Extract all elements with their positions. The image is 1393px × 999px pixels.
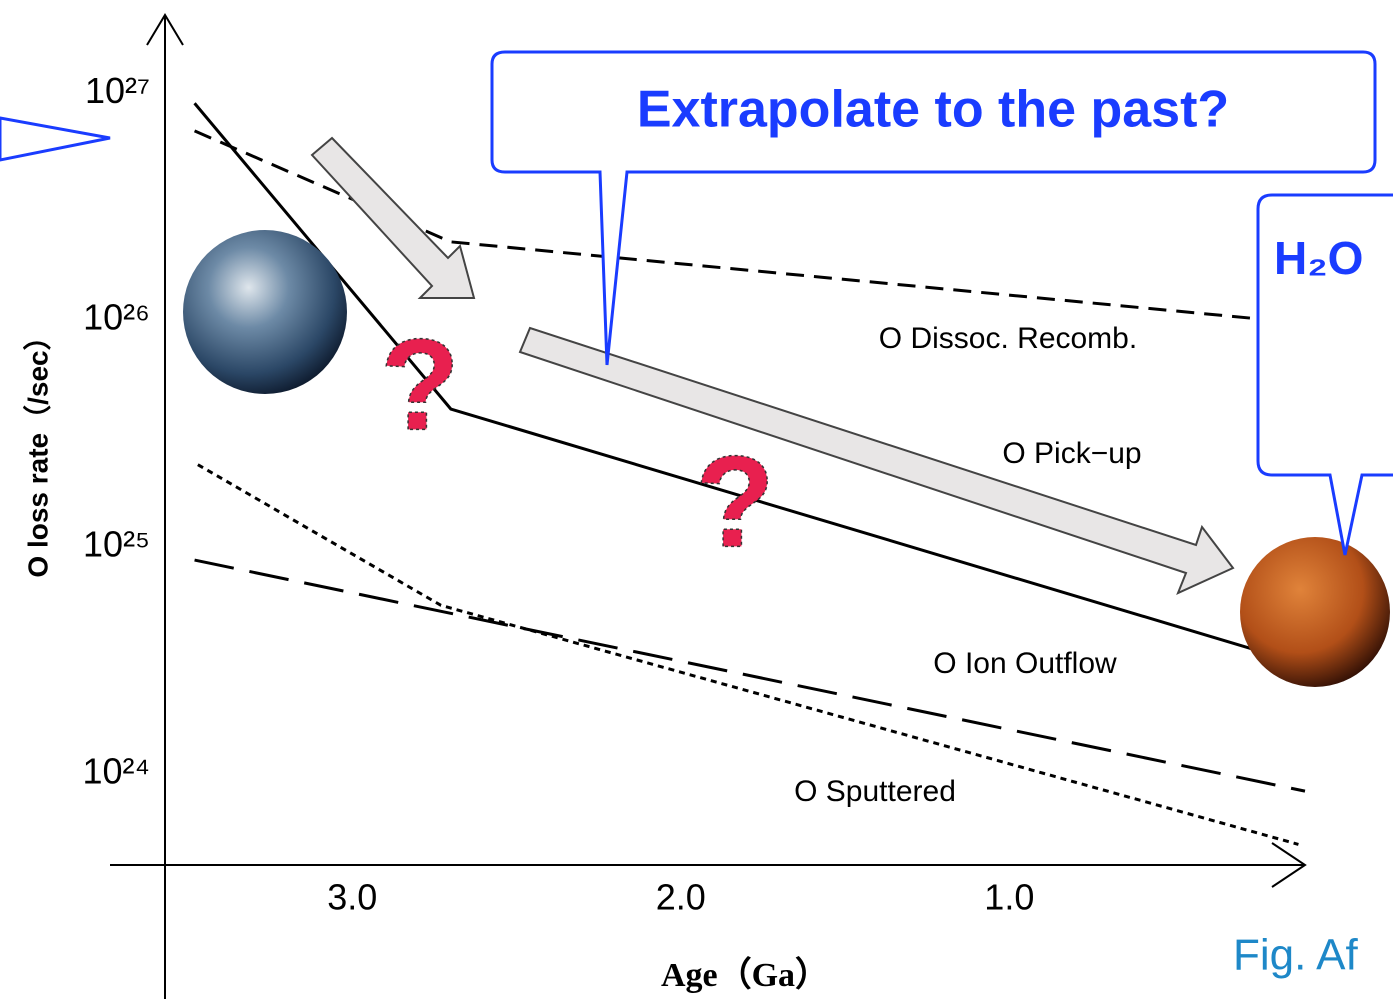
callout-text: Extrapolate to the past? [637, 81, 1229, 139]
question-mark: ? [380, 311, 459, 457]
series-line [195, 560, 1305, 791]
x-axis-label: Age（Ga） [661, 955, 829, 994]
series-label: O Sputtered [794, 775, 956, 808]
y-tick-label: 10²⁶ [83, 297, 150, 338]
x-tick-label: 3.0 [327, 877, 377, 918]
x-tick-label: 2.0 [656, 877, 706, 918]
earth-image [183, 230, 347, 394]
page: {"chart_data":{"type":"line","log_y":tru… [0, 0, 1393, 999]
series-label: O Dissoc. Recomb. [879, 322, 1137, 355]
series-label: O Ion Outflow [933, 647, 1117, 680]
question-mark: ? [695, 428, 774, 574]
y-tick-label: 10²⁴ [83, 750, 151, 791]
mars-image [1240, 537, 1390, 687]
y-tick-label: 10²⁵ [83, 523, 150, 564]
cropped-callout [0, 118, 110, 160]
caption: Fig. Af [1233, 931, 1358, 980]
chart: O loss rate（/sec） Age（Ga） 10²⁴10²⁵10²⁶10… [0, 0, 1393, 999]
y-axis-label: O loss rate（/sec） [21, 322, 53, 577]
series-label: O Pick−up [1002, 437, 1141, 470]
callout-text: H₂O [1274, 232, 1363, 284]
x-tick-label: 1.0 [984, 877, 1034, 918]
y-tick-label: 10²⁷ [85, 70, 150, 111]
plot: 10²⁴ 10²⁵ 10²⁶ 10²⁷ 3.0 2.0 1.0 O Dissoc. Recom… [83, 70, 1306, 918]
